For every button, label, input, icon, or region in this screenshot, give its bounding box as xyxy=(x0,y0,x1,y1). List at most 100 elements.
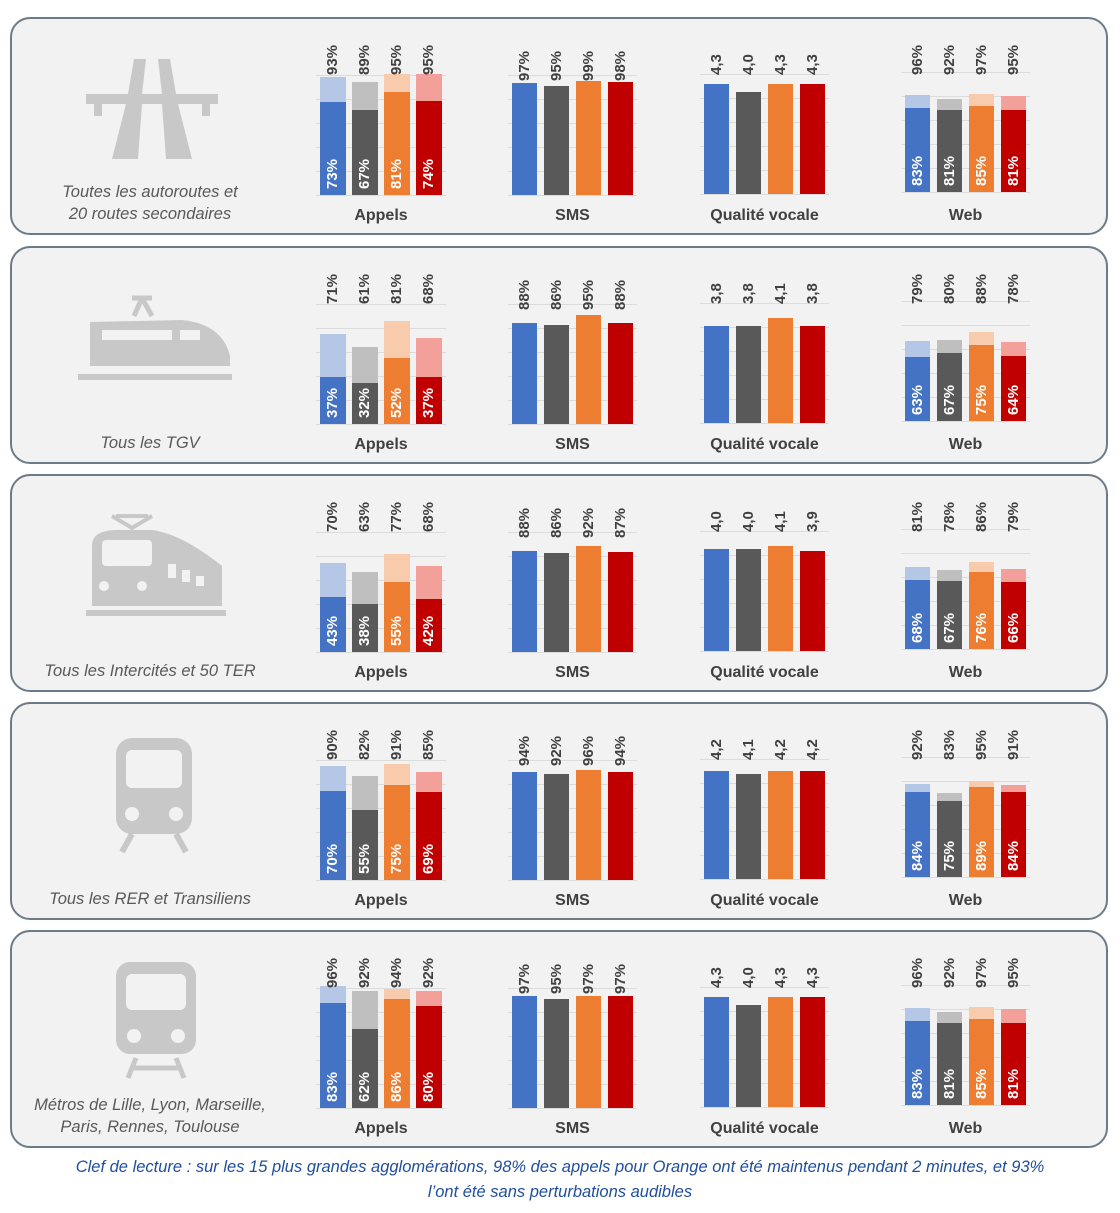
voice-value-label: 3,8 xyxy=(803,283,821,304)
row-caption: Toutes les autoroutes et 20 routes second… xyxy=(12,181,288,225)
gridline xyxy=(316,1084,446,1085)
gridline xyxy=(508,304,637,305)
appels-bar-total xyxy=(352,775,378,811)
gridline xyxy=(901,96,1030,97)
sms-value-label: 86% xyxy=(547,279,565,310)
appels-bar-clean xyxy=(352,810,378,880)
gridline xyxy=(901,325,1030,326)
web-bar-clean xyxy=(1001,582,1026,649)
sms-value-label: 88% xyxy=(515,279,533,310)
gridline xyxy=(700,987,829,988)
gridline xyxy=(901,757,1030,758)
voice-bar xyxy=(800,551,825,651)
appels-bar-total xyxy=(416,772,442,793)
appels-clean-value-label: 74% xyxy=(420,158,437,189)
voice-value-label: 4,0 xyxy=(739,511,757,532)
web-value-label: 79% xyxy=(1004,501,1022,532)
row-caption: Tous les RER et Transiliens xyxy=(12,888,288,910)
chart-label-voice: Qualité vocale xyxy=(710,1120,819,1137)
gridline xyxy=(901,192,1030,193)
web-bar-clean xyxy=(937,801,962,877)
voice-value-label: 4,3 xyxy=(803,54,821,75)
gridline xyxy=(700,807,829,808)
web-bar-total xyxy=(1001,96,1026,111)
voice-value-label: 4,3 xyxy=(771,967,789,988)
gridline xyxy=(901,553,1030,554)
appels-bar-clean xyxy=(416,377,442,424)
gridline xyxy=(901,781,1030,782)
appels-clean-value-label: 42% xyxy=(420,615,437,646)
gridline xyxy=(508,328,637,329)
gridline xyxy=(316,988,446,989)
web-clean-value-label: 84% xyxy=(1004,840,1022,871)
voice-bar xyxy=(736,91,761,194)
gridline xyxy=(700,603,829,604)
web-clean-value-label: 63% xyxy=(908,384,926,415)
gridline xyxy=(700,1059,829,1060)
gridline xyxy=(700,651,829,652)
web-bar-total xyxy=(969,94,994,107)
web-bar-total xyxy=(905,341,930,358)
gridline xyxy=(700,351,829,352)
appels-value-label: 89% xyxy=(356,44,373,75)
web-value-label: 92% xyxy=(908,729,926,760)
gridline xyxy=(901,601,1030,602)
appels-bar-total xyxy=(416,74,442,101)
sms-value-label: 88% xyxy=(611,279,629,310)
voice-bar xyxy=(768,318,793,423)
appels-bar-clean xyxy=(320,791,346,880)
web-value-label: 91% xyxy=(1004,729,1022,760)
gridline xyxy=(508,856,637,857)
web-bar-clean xyxy=(1001,110,1026,192)
sms-value-label: 99% xyxy=(579,50,597,81)
web-bar-total xyxy=(1001,1009,1026,1024)
gridline xyxy=(901,985,1030,986)
web-value-label: 80% xyxy=(940,273,958,304)
gridline xyxy=(700,327,829,328)
web-bar-clean xyxy=(969,106,994,192)
gridline xyxy=(700,855,829,856)
gridline xyxy=(700,531,829,532)
sms-value-label: 92% xyxy=(547,735,565,766)
row-caption-line: Toutes les autoroutes et xyxy=(62,183,238,201)
voice-bar xyxy=(800,83,825,194)
voice-value-label: 4,3 xyxy=(803,967,821,988)
web-clean-value-label: 66% xyxy=(1004,612,1022,643)
web-clean-value-label: 85% xyxy=(972,155,990,186)
gridline xyxy=(700,303,829,304)
sms-bar xyxy=(608,996,633,1108)
gridline xyxy=(508,195,637,196)
row-caption-line: Tous les TGV xyxy=(100,434,200,452)
gridline xyxy=(508,556,637,557)
appels-value-label: 71% xyxy=(324,273,341,304)
gridline xyxy=(316,652,446,653)
gridline xyxy=(700,194,829,195)
web-clean-value-label: 76% xyxy=(972,612,990,643)
chart-label-voice: Qualité vocale xyxy=(710,436,819,453)
voice-bar xyxy=(736,548,761,651)
appels-bar-clean xyxy=(416,1006,442,1108)
gridline xyxy=(901,168,1030,169)
gridline xyxy=(316,171,446,172)
appels-bar-clean xyxy=(320,597,346,652)
gridline xyxy=(901,1105,1030,1106)
gridline xyxy=(316,628,446,629)
web-bar-total xyxy=(937,99,962,111)
gridline xyxy=(700,423,829,424)
gridline xyxy=(700,831,829,832)
appels-clean-value-label: 55% xyxy=(356,843,373,874)
appels-clean-value-label: 38% xyxy=(356,615,373,646)
appels-bar-total xyxy=(416,337,442,377)
voice-bar xyxy=(704,996,729,1107)
web-clean-value-label: 64% xyxy=(1004,384,1022,415)
appels-bar-clean xyxy=(320,1002,346,1108)
web-value-label: 95% xyxy=(1004,44,1022,75)
web-clean-value-label: 81% xyxy=(940,1068,958,1099)
web-value-label: 79% xyxy=(908,273,926,304)
sms-bar xyxy=(544,774,569,880)
voice-bar xyxy=(800,996,825,1107)
appels-bar-total xyxy=(384,74,410,93)
gridline xyxy=(901,421,1030,422)
appels-bar-total xyxy=(384,988,410,999)
appels-bar-clean xyxy=(384,92,410,195)
